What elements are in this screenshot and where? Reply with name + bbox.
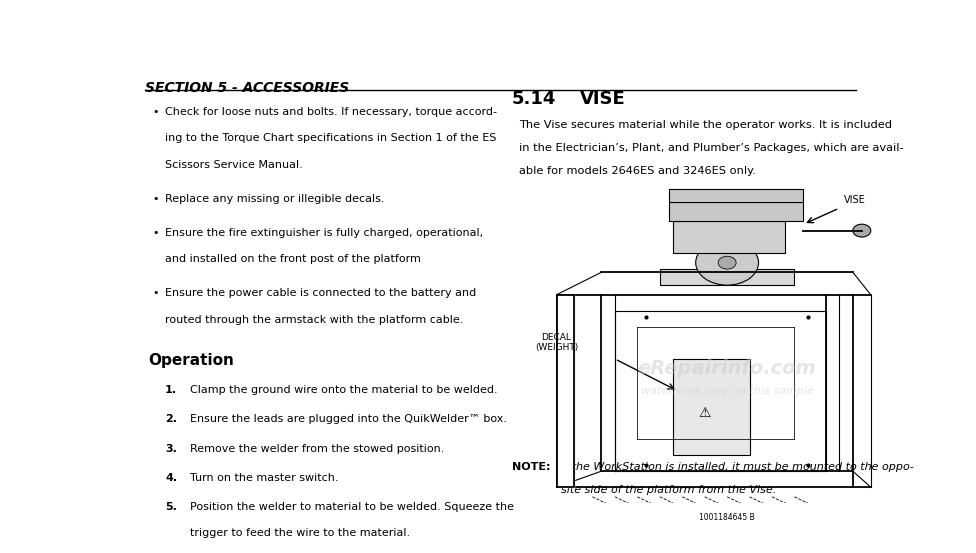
Text: ⚠: ⚠ xyxy=(699,406,711,420)
Text: Operation: Operation xyxy=(148,353,234,368)
Text: and installed on the front post of the platform: and installed on the front post of the p… xyxy=(165,254,421,264)
Text: 2.: 2. xyxy=(165,414,177,424)
Text: Ensure the power cable is connected to the battery and: Ensure the power cable is connected to t… xyxy=(165,288,476,298)
Text: 5.: 5. xyxy=(165,502,177,513)
Text: Ensure the fire extinguisher is fully charged, operational,: Ensure the fire extinguisher is fully ch… xyxy=(165,228,483,238)
Text: site side of the platform from the Vise.: site side of the platform from the Vise. xyxy=(560,484,776,494)
Bar xyxy=(669,202,803,221)
Text: Remove the welder from the stowed position.: Remove the welder from the stowed positi… xyxy=(190,444,444,453)
Text: DECAL
(WEIGHT): DECAL (WEIGHT) xyxy=(535,333,578,352)
Text: •: • xyxy=(152,107,159,117)
Bar xyxy=(673,359,750,455)
Bar xyxy=(673,221,786,253)
Text: 5.14: 5.14 xyxy=(511,90,556,108)
Text: Turn on the master switch.: Turn on the master switch. xyxy=(190,473,339,483)
Circle shape xyxy=(696,240,758,285)
Text: Replace any missing or illegible decals.: Replace any missing or illegible decals. xyxy=(165,194,385,204)
Text: trigger to feed the wire to the material.: trigger to feed the wire to the material… xyxy=(190,528,410,538)
Text: •: • xyxy=(152,288,159,298)
Text: SECTION 5 - ACCESSORIES: SECTION 5 - ACCESSORIES xyxy=(144,81,349,95)
Text: ing to the Torque Chart specifications in Section 1 of the ES: ing to the Torque Chart specifications i… xyxy=(165,133,497,143)
Text: 1001184645 B: 1001184645 B xyxy=(699,513,755,522)
Text: 4.: 4. xyxy=(165,473,178,483)
Text: watermark only on this sample: watermark only on this sample xyxy=(640,386,814,396)
Text: Check for loose nuts and bolts. If necessary, torque accord-: Check for loose nuts and bolts. If neces… xyxy=(165,107,497,117)
Text: Scissors Service Manual.: Scissors Service Manual. xyxy=(165,160,303,170)
Text: able for models 2646ES and 3246ES only.: able for models 2646ES and 3246ES only. xyxy=(519,166,756,176)
Polygon shape xyxy=(556,295,575,487)
Text: Position the welder to material to be welded. Squeeze the: Position the welder to material to be we… xyxy=(190,502,514,513)
Text: •: • xyxy=(152,194,159,204)
Text: VISE: VISE xyxy=(844,195,866,205)
Circle shape xyxy=(853,224,871,237)
Text: eRepairinfo.com: eRepairinfo.com xyxy=(637,359,817,378)
Text: in the Electrician’s, Plant, and Plumber’s Packages, which are avail-: in the Electrician’s, Plant, and Plumber… xyxy=(519,143,904,153)
Circle shape xyxy=(718,256,736,269)
Text: 3.: 3. xyxy=(165,444,177,453)
Text: •: • xyxy=(152,228,159,238)
Text: 1.: 1. xyxy=(165,385,177,395)
Text: If the WorkStation is installed, it must be mounted to the oppo-: If the WorkStation is installed, it must… xyxy=(560,462,914,472)
Bar xyxy=(660,269,794,285)
Text: NOTE:: NOTE: xyxy=(511,462,550,472)
Text: VISE: VISE xyxy=(580,90,626,108)
Text: The Vise secures material while the operator works. It is included: The Vise secures material while the oper… xyxy=(519,119,892,129)
Bar xyxy=(669,189,803,202)
Text: routed through the armstack with the platform cable.: routed through the armstack with the pla… xyxy=(165,315,464,325)
Text: Ensure the leads are plugged into the QuikWelder™ box.: Ensure the leads are plugged into the Qu… xyxy=(190,414,508,424)
Text: Clamp the ground wire onto the material to be welded.: Clamp the ground wire onto the material … xyxy=(190,385,498,395)
